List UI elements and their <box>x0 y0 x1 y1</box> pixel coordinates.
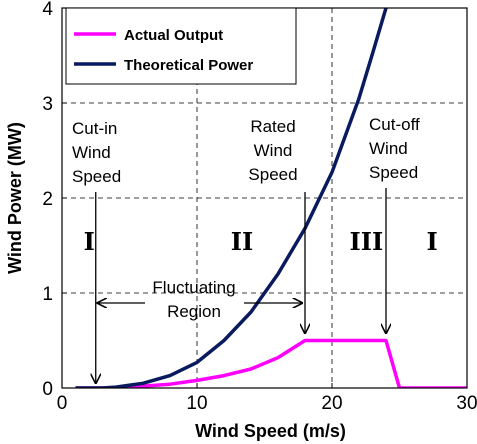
axis-ticks: 0 10 20 30 0 1 2 3 4 <box>42 0 477 414</box>
x-tick-label: 30 <box>456 393 477 414</box>
region-label: II <box>231 227 253 256</box>
legend: Actual Output Theoretical Power <box>65 7 297 85</box>
legend-box <box>65 7 297 85</box>
y-tick-label: 0 <box>42 379 53 400</box>
y-tick-label: 1 <box>42 284 53 305</box>
series-lines <box>75 8 467 388</box>
rated-label: Speed <box>248 165 297 184</box>
cut-off-label: Wind <box>369 139 408 158</box>
x-tick-label: 10 <box>186 393 207 414</box>
cut-off-label: Cut-off <box>369 115 420 134</box>
region-label: I <box>427 227 438 256</box>
cut-in-label: Speed <box>72 167 121 186</box>
x-axis-label: Wind Speed (m/s) <box>195 421 346 441</box>
fluctuating-region-label: Fluctuating <box>152 278 235 297</box>
y-axis-label: Wind Power (MW) <box>5 122 25 274</box>
x-tick-label: 20 <box>321 393 342 414</box>
rated-label: Wind <box>254 141 293 160</box>
theoretical-power-line <box>75 8 388 388</box>
fluctuating-region-label: Region <box>167 302 221 321</box>
region-label: I <box>84 227 95 256</box>
legend-label: Theoretical Power <box>124 57 253 74</box>
actual-output-line <box>75 338 467 388</box>
y-tick-label: 4 <box>42 0 53 20</box>
x-tick-label: 0 <box>57 393 68 414</box>
cut-in-label: Wind <box>72 143 111 162</box>
annotations: Cut-in Wind Speed Rated Wind Speed Cut-off Wind… <box>72 115 438 383</box>
cut-in-label: Cut-in <box>72 119 117 138</box>
region-label: III <box>350 227 384 256</box>
y-tick-label: 2 <box>42 189 53 210</box>
cut-off-label: Speed <box>369 163 418 182</box>
y-tick-label: 3 <box>42 94 53 115</box>
legend-label: Actual Output <box>124 27 223 44</box>
rated-label: Rated <box>250 117 295 136</box>
